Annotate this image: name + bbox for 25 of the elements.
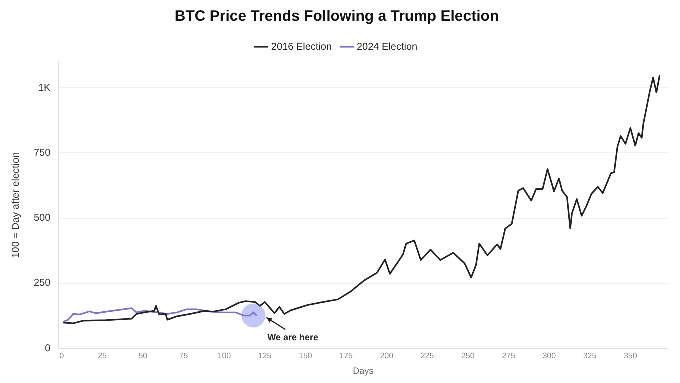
- x-tick-label: 125: [258, 352, 272, 361]
- y-axis-title: 100 = Day after election: [10, 152, 22, 258]
- y-tick-label: 750: [34, 148, 52, 159]
- x-axis-title: Days: [353, 366, 374, 376]
- x-tick-label: 0: [60, 352, 65, 361]
- y-tick-label: 1K: [38, 82, 52, 94]
- x-tick-label: 50: [138, 352, 148, 361]
- chart-title: BTC Price Trends Following a Trump Election: [174, 8, 500, 26]
- annotation: We are here: [268, 332, 319, 342]
- x-tick-label: 75: [179, 352, 189, 361]
- x-tick-label: 100: [218, 352, 232, 361]
- legend-label: 2024 Election: [357, 42, 418, 53]
- x-tick-label: 225: [420, 352, 435, 361]
- x-tick-label: 150: [298, 352, 313, 361]
- x-tick-label: 325: [583, 352, 598, 361]
- legend-label: 2016 Election: [271, 42, 332, 53]
- x-tick-label: 200: [380, 352, 394, 361]
- y-tick-label: 250: [34, 278, 52, 290]
- x-tick-label: 350: [624, 352, 638, 361]
- x-tick-label: 250: [461, 352, 476, 361]
- x-tick-label: 300: [542, 352, 557, 361]
- x-tick-label: 275: [502, 352, 516, 361]
- x-tick-label: 25: [98, 352, 108, 361]
- y-tick-label: 500: [34, 213, 52, 224]
- x-tick-label: 175: [340, 352, 354, 361]
